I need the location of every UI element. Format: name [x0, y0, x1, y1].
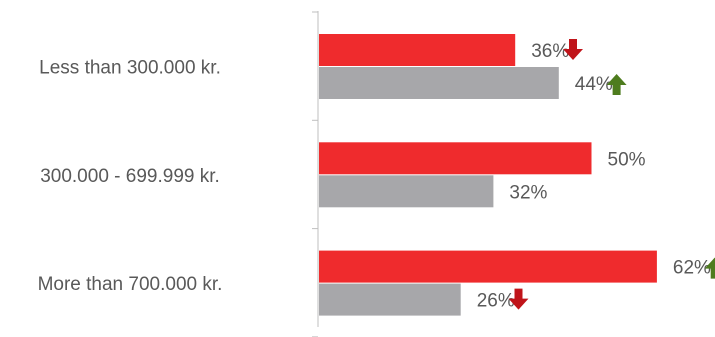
bars: [319, 34, 657, 316]
data-label: 50%: [608, 149, 646, 170]
bar: [319, 175, 494, 208]
data-label: 36%: [531, 41, 569, 62]
arrow-up-icon: [704, 257, 715, 279]
category-label: More than 700.000 kr.: [38, 274, 223, 295]
category-label: Less than 300.000 kr.: [39, 58, 221, 79]
arrow-down-icon: [508, 288, 529, 310]
bar: [319, 142, 592, 175]
bar: [319, 250, 657, 283]
bar: [319, 283, 461, 316]
arrow-up-icon: [606, 74, 627, 95]
bar: [319, 67, 559, 99]
arrow-down-icon: [563, 39, 583, 60]
trend-arrows: [508, 39, 715, 310]
axis-ticks: [312, 11, 318, 337]
category-labels: Less than 300.000 kr. 300.000 - 699.999 k…: [38, 58, 223, 296]
bar: [319, 34, 516, 66]
data-label: 32%: [509, 182, 547, 203]
data-labels: 36% 44% 50% 32% 62% 26%: [477, 41, 711, 312]
category-label: 300.000 - 699.999 kr.: [40, 166, 220, 187]
data-label: 26%: [477, 291, 515, 312]
data-label: 44%: [575, 74, 613, 95]
data-label: 62%: [673, 258, 711, 279]
